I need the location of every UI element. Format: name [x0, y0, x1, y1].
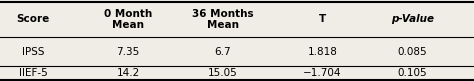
Text: 0.105: 0.105: [398, 68, 427, 78]
Text: Score: Score: [17, 14, 50, 24]
Text: 0.085: 0.085: [398, 47, 427, 57]
Text: IIEF-5: IIEF-5: [19, 68, 47, 78]
Text: p-Value: p-Value: [391, 14, 434, 24]
Text: 0 Month
Mean: 0 Month Mean: [104, 9, 152, 30]
Text: 7.35: 7.35: [116, 47, 140, 57]
Text: 15.05: 15.05: [208, 68, 237, 78]
Text: 14.2: 14.2: [116, 68, 140, 78]
Text: 6.7: 6.7: [214, 47, 231, 57]
Text: −1.704: −1.704: [303, 68, 342, 78]
Text: 36 Months
Mean: 36 Months Mean: [192, 9, 254, 30]
Text: T: T: [319, 14, 326, 24]
Text: IPSS: IPSS: [22, 47, 45, 57]
Text: 1.818: 1.818: [307, 47, 337, 57]
